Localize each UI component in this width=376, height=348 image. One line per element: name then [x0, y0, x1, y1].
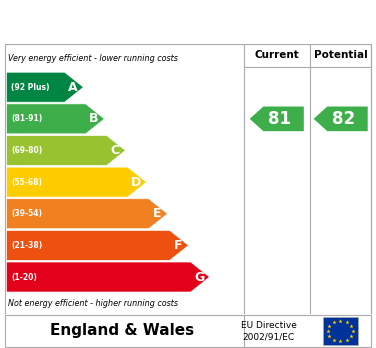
Text: (21-38): (21-38) [11, 241, 42, 250]
Polygon shape [6, 230, 188, 260]
Text: E: E [153, 207, 161, 220]
Text: England & Wales: England & Wales [50, 323, 194, 339]
Polygon shape [6, 135, 126, 166]
Text: 82: 82 [332, 110, 355, 128]
Polygon shape [6, 72, 83, 102]
Text: (39-54): (39-54) [11, 209, 42, 218]
Text: F: F [174, 239, 182, 252]
Text: (1-20): (1-20) [11, 272, 37, 282]
Polygon shape [250, 106, 304, 131]
Bar [323, 317, 358, 345]
Text: Energy Efficiency Rating: Energy Efficiency Rating [11, 13, 270, 31]
Text: B: B [89, 112, 99, 125]
Text: A: A [68, 81, 78, 94]
Polygon shape [314, 106, 368, 131]
Text: (81-91): (81-91) [11, 114, 42, 123]
Text: Not energy efficient - higher running costs: Not energy efficient - higher running co… [8, 299, 178, 308]
Text: C: C [111, 144, 120, 157]
Polygon shape [6, 167, 147, 197]
Polygon shape [6, 199, 167, 229]
Text: 81: 81 [268, 110, 291, 128]
Text: Potential: Potential [314, 50, 367, 60]
Polygon shape [6, 262, 209, 292]
Polygon shape [6, 104, 105, 134]
Text: Very energy efficient - lower running costs: Very energy efficient - lower running co… [8, 54, 178, 63]
Text: (55-68): (55-68) [11, 177, 42, 187]
Text: (69-80): (69-80) [11, 146, 42, 155]
Text: Current: Current [254, 50, 299, 60]
Text: D: D [131, 176, 141, 189]
Text: (92 Plus): (92 Plus) [11, 83, 49, 92]
Text: G: G [194, 270, 204, 284]
Text: EU Directive
2002/91/EC: EU Directive 2002/91/EC [241, 321, 296, 341]
